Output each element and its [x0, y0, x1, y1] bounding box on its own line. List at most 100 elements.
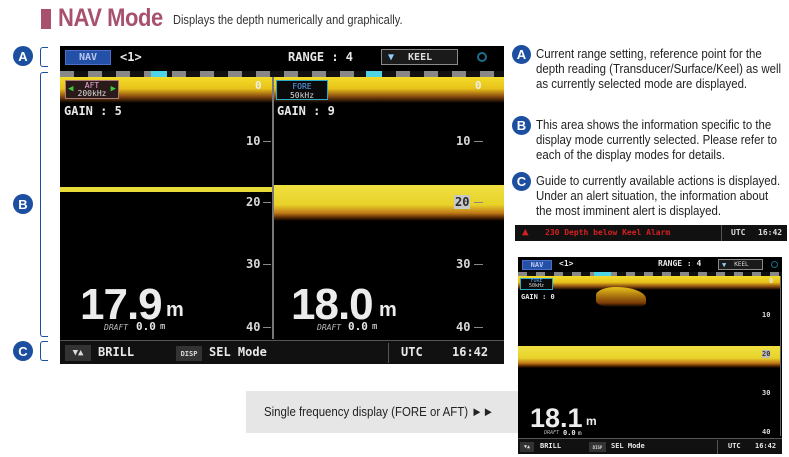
callout-line: the most imminent alert is displayed.	[536, 203, 722, 218]
nav-mode-button[interactable]: NAV	[65, 50, 111, 65]
bracket-c	[40, 341, 48, 361]
tick-label: 30	[456, 257, 471, 271]
alert-bar-example: ▲ 230 Depth below Keel Alarm UTC 16:42	[515, 225, 787, 241]
reference-selector[interactable]: ▼ KEEL	[381, 49, 458, 65]
panel-divider	[272, 77, 274, 339]
freq-selector-fore[interactable]: FORE 50kHz	[276, 80, 328, 100]
time-display: 16:42	[755, 442, 777, 450]
page-indicator: <1>	[120, 50, 142, 64]
transducer-down-icon: ▼	[388, 51, 395, 63]
alert-message: 230 Depth below Keel Alarm	[545, 228, 671, 237]
callout-a-text: Current range setting, reference point f…	[536, 46, 781, 91]
screen-footer: ▼▲ BRILL DISP SEL Mode UTC 16:42	[60, 340, 504, 364]
callout-line: This area shows the information specific…	[536, 117, 772, 132]
draft-unit: m	[160, 322, 166, 332]
freq-selector-aft[interactable]: ◀ AFT 200kHz ▶	[65, 80, 119, 99]
reference-selector[interactable]: ▼ KEEL	[718, 259, 763, 270]
page-indicator: <1>	[559, 259, 574, 268]
brill-arrows-button[interactable]: ▼▲	[520, 442, 534, 452]
callout-line: display mode currently selected. Please …	[536, 132, 777, 147]
draft-label: DRAFT	[544, 430, 560, 436]
freq-label: FORE	[530, 278, 543, 284]
scale-strip	[60, 71, 504, 77]
callout-line: Under an alert situation, the informatio…	[536, 188, 769, 203]
tick-mark	[474, 327, 483, 328]
draft-value: 0.0	[348, 320, 368, 333]
depth-scale-line	[780, 276, 781, 436]
footer-divider	[717, 440, 718, 454]
callout-line: Guide to currently available actions is …	[536, 173, 781, 188]
freq-label: AFT	[84, 81, 100, 90]
sel-mode-label: SEL Mode	[209, 345, 267, 359]
screen-footer: ▼▲ BRILL DISP SEL Mode UTC 16:42	[518, 438, 782, 454]
single-frequency-caption-box: Single frequency display (FORE or AFT) ►…	[246, 391, 520, 433]
top-marker: 0	[255, 79, 262, 92]
scale-marker-fore	[366, 71, 382, 77]
callout-badge-a: A	[512, 45, 531, 64]
depth-unit: m	[166, 299, 184, 321]
bracket-b	[40, 72, 48, 337]
scale-marker-aft	[151, 71, 167, 77]
disp-key-button[interactable]: DISP	[176, 346, 202, 361]
tick-mark	[474, 264, 483, 265]
reference-label: KEEL	[408, 51, 433, 63]
draft-label: DRAFT	[104, 323, 129, 332]
tick-label: 30	[246, 257, 261, 271]
tick-mark	[474, 141, 483, 142]
freq-selector[interactable]: FORE 50kHz	[520, 278, 553, 290]
tick-label: 30	[762, 389, 771, 397]
footer-divider	[388, 343, 389, 363]
depth-unit: m	[586, 414, 597, 428]
caption-text: Single frequency display (FORE or AFT) ►…	[264, 404, 494, 419]
arrow-right-icon: ▶	[110, 84, 116, 94]
surface-echo	[518, 276, 780, 290]
gain-label: GAIN : 9	[277, 104, 335, 118]
sel-mode-label: SEL Mode	[611, 442, 645, 450]
nav-mode-button[interactable]: NAV	[522, 260, 552, 270]
disp-key-button[interactable]: DISP	[589, 442, 606, 452]
arrow-left-icon: ◀	[68, 84, 74, 94]
freq-value: 50kHz	[528, 283, 545, 289]
page-subtitle: Displays the depth numerically and graph…	[173, 12, 403, 27]
time-display: 16:42	[452, 345, 489, 359]
callout-badge-b: B	[13, 194, 33, 214]
depth-value: 18.1	[530, 403, 583, 433]
freq-value: 200kHz	[77, 89, 107, 98]
top-marker: 0	[769, 277, 774, 285]
range-label: RANGE : 4	[288, 50, 354, 64]
panel-fore: FORE 50kHz 0 GAIN : 9 10 20 30 40 18.0 m…	[274, 77, 504, 339]
gain-label: GAIN : 5	[64, 104, 122, 118]
tick-mark	[263, 327, 271, 328]
scale-marker	[594, 272, 611, 276]
tick-label: 40	[762, 428, 771, 436]
callout-b-text: This area shows the information specific…	[536, 117, 777, 162]
fish-school-echo	[596, 287, 646, 307]
draft-value: 0.0	[136, 320, 156, 333]
title-accent-bar	[41, 9, 51, 29]
draft-unit: m	[372, 322, 378, 332]
tick-label: 20	[246, 195, 261, 209]
depth-value: 18.0	[291, 280, 374, 329]
nav-mode-screen: NAV <1> RANGE : 4 ▼ KEEL ◀ AFT 200kHz ▶ …	[60, 46, 504, 364]
draft-label: DRAFT	[317, 323, 342, 332]
brill-arrows-button[interactable]: ▼▲	[65, 345, 91, 361]
freq-value: 50kHz	[289, 91, 315, 100]
utc-label: UTC	[731, 228, 746, 237]
tick-label: 10	[762, 311, 771, 319]
callout-line: depth reading (Transducer/Surface/Keel) …	[536, 61, 782, 76]
bottom-echo-line	[60, 187, 272, 192]
callout-badge-a: A	[13, 46, 33, 66]
alert-divider	[721, 225, 722, 241]
tick-mark	[263, 141, 271, 142]
warning-triangle-icon: ▲	[522, 225, 529, 238]
page-title: NAV Mode	[58, 4, 163, 32]
gain-label: GAIN : 0	[521, 293, 555, 301]
bracket-a	[40, 47, 48, 67]
utc-label: UTC	[728, 442, 741, 450]
tick-label: 10	[246, 134, 261, 148]
callout-line: as currently selected mode are displayed…	[536, 76, 748, 91]
depth-value: 17.9	[80, 280, 163, 329]
circle-indicator-icon	[771, 261, 778, 268]
tick-label: 20	[762, 350, 771, 358]
tick-mark	[474, 202, 483, 203]
